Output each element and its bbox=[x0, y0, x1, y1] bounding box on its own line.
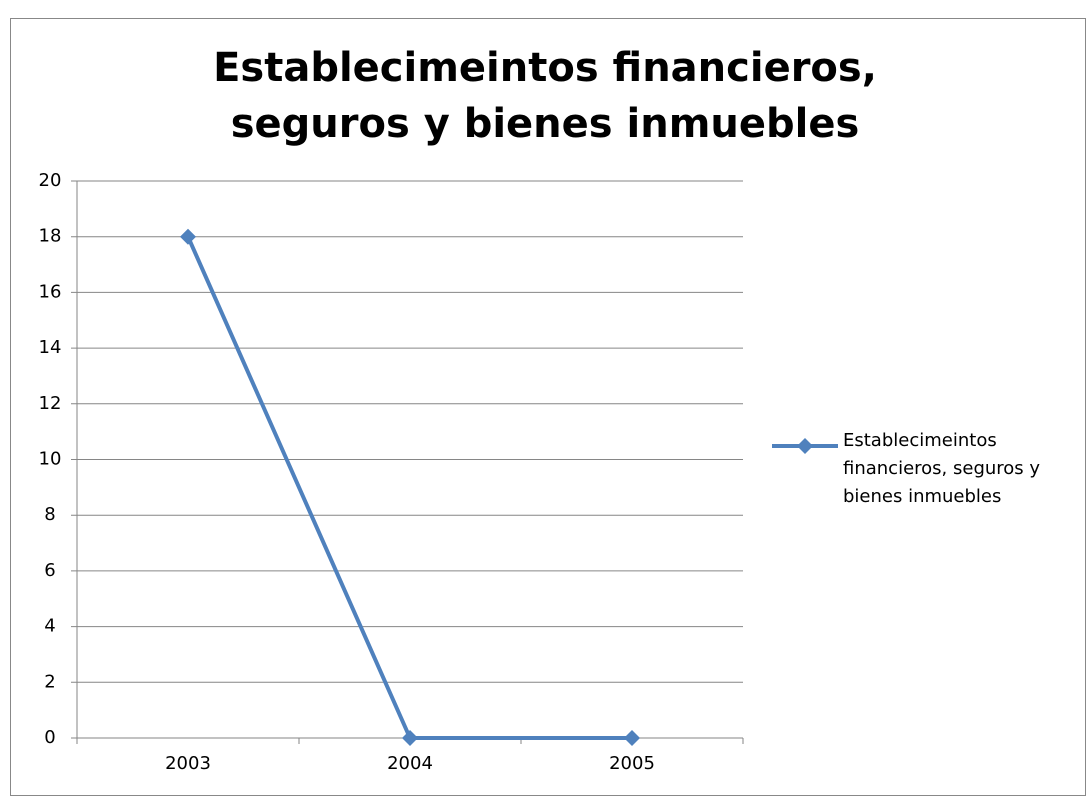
y-tick-label: 12 bbox=[39, 393, 62, 414]
x-tick-label: 2003 bbox=[165, 753, 211, 774]
marker bbox=[402, 730, 418, 746]
chart-frame bbox=[10, 18, 1086, 796]
y-tick-label: 2 bbox=[44, 671, 55, 692]
x-tick-label: 2004 bbox=[387, 753, 433, 774]
marker bbox=[180, 228, 196, 245]
y-tick-label: 10 bbox=[39, 449, 62, 470]
y-tick-label: 6 bbox=[44, 560, 55, 581]
line bbox=[186, 235, 632, 740]
y-tick-label: 20 bbox=[39, 170, 62, 191]
y-tick-label: 16 bbox=[39, 281, 62, 302]
y-tick-label: 0 bbox=[44, 727, 55, 748]
y-tick-label: 4 bbox=[44, 616, 55, 637]
chart-title: Establecimeintos financieros, seguros y … bbox=[213, 45, 877, 147]
y-tick-label: 8 bbox=[44, 504, 55, 525]
x-tick-label: 2005 bbox=[609, 753, 655, 774]
marker bbox=[624, 730, 640, 746]
y-tick-label: 18 bbox=[39, 226, 62, 247]
legend-label: Establecimeintos financieros, seguros y … bbox=[843, 430, 1041, 507]
y-tick-label: 14 bbox=[39, 337, 62, 358]
legend-marker bbox=[797, 438, 813, 454]
